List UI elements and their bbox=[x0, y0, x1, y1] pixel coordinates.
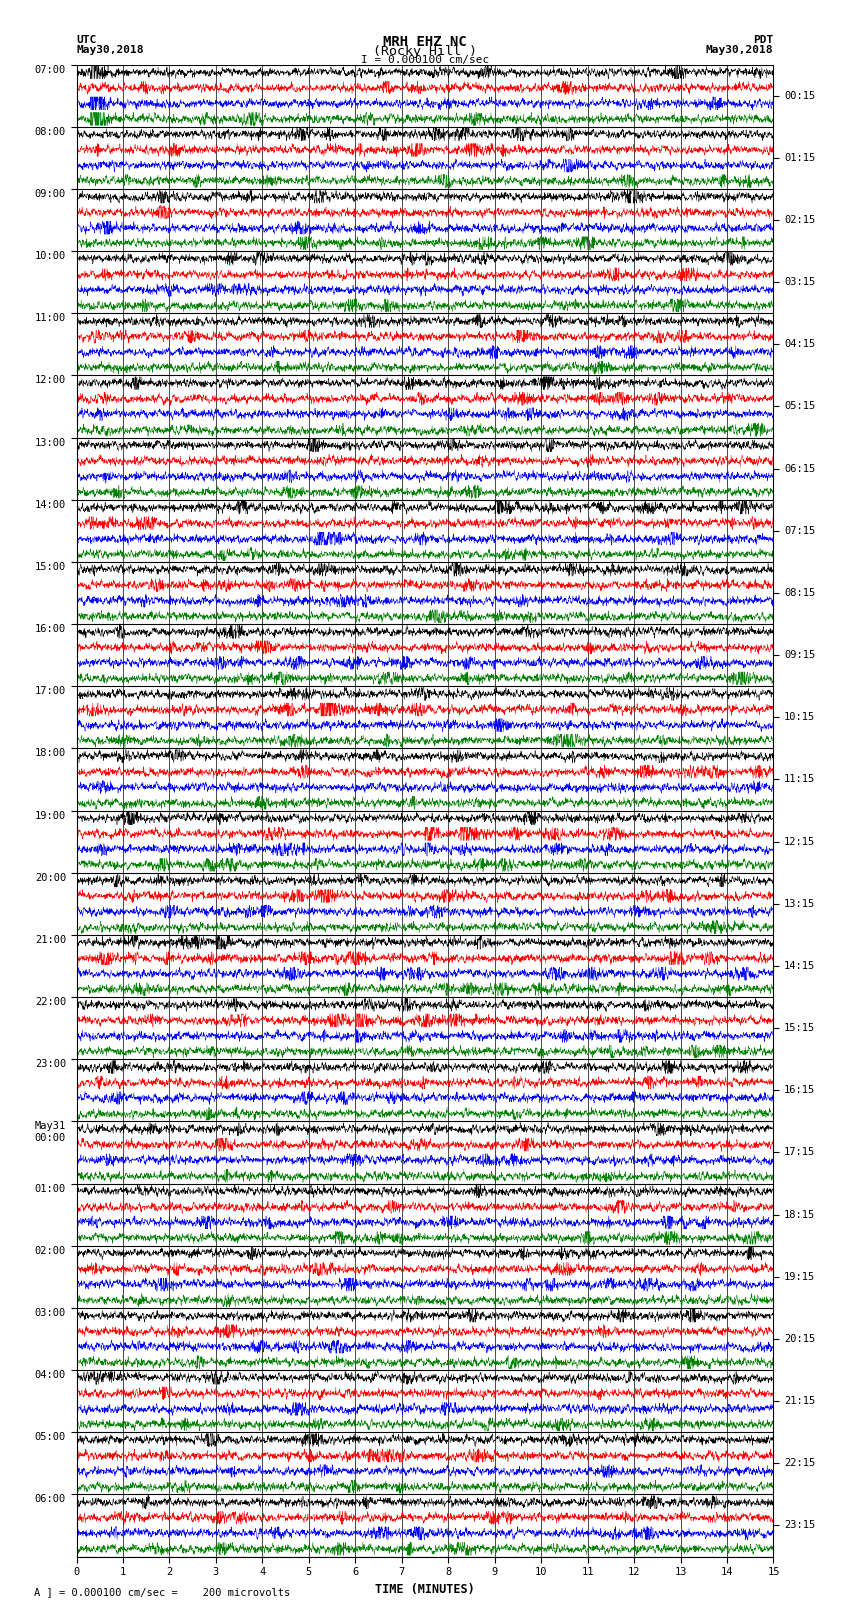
Text: PDT: PDT bbox=[753, 35, 774, 45]
Text: (Rocky Hill ): (Rocky Hill ) bbox=[373, 45, 477, 58]
X-axis label: TIME (MINUTES): TIME (MINUTES) bbox=[375, 1582, 475, 1595]
Text: A ] = 0.000100 cm/sec =    200 microvolts: A ] = 0.000100 cm/sec = 200 microvolts bbox=[34, 1587, 290, 1597]
Text: May30,2018: May30,2018 bbox=[706, 45, 774, 55]
Text: UTC: UTC bbox=[76, 35, 97, 45]
Text: MRH EHZ NC: MRH EHZ NC bbox=[383, 35, 467, 50]
Text: May30,2018: May30,2018 bbox=[76, 45, 144, 55]
Text: I = 0.000100 cm/sec: I = 0.000100 cm/sec bbox=[361, 55, 489, 65]
